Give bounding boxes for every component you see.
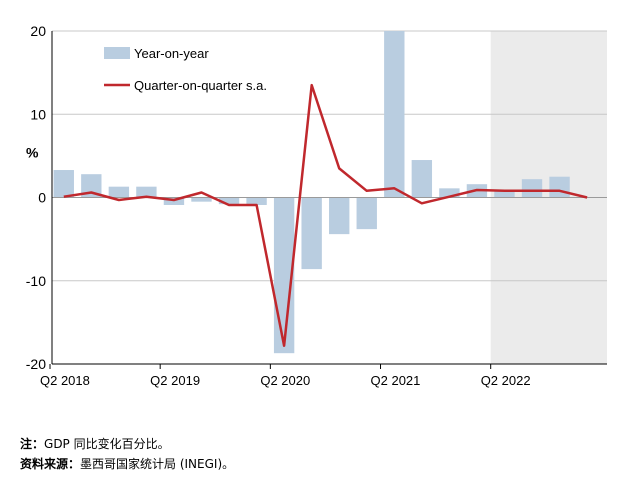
footnote-source-text: 墨西哥国家统计局 (INEGI)。	[80, 457, 235, 471]
bar-year-on-year	[246, 197, 267, 205]
legend-swatch-year-on-year	[104, 47, 130, 59]
y-tick-label: -10	[26, 273, 46, 289]
legend-label-quarter-on-quarter: Quarter-on-quarter s.a.	[134, 78, 267, 93]
bar-year-on-year	[384, 31, 405, 198]
bar-year-on-year	[411, 160, 433, 198]
line-quarter-on-quarter	[63, 83, 588, 347]
bar-year-on-year	[53, 170, 74, 198]
bar-year-on-year	[191, 197, 212, 202]
footnote-source: 资料来源：墨西哥国家统计局 (INEGI)。	[20, 456, 234, 472]
y-axis-unit: %	[26, 145, 39, 161]
bar-year-on-year	[356, 197, 377, 230]
bar-year-on-year	[521, 179, 543, 198]
footnote-note-text: GDP 同比变化百分比。	[44, 437, 170, 451]
footnote-note: 注：GDP 同比变化百分比。	[20, 436, 170, 452]
bar-year-on-year	[494, 190, 515, 198]
bar-year-on-year	[108, 186, 130, 198]
footnote-source-label: 资料来源：	[20, 457, 81, 471]
x-tick-label: Q2 2022	[481, 373, 531, 388]
bar-year-on-year	[329, 197, 350, 235]
bar-year-on-year	[81, 174, 102, 198]
bar-year-on-year	[218, 197, 240, 205]
bar-year-on-year	[439, 188, 460, 198]
bar-year-on-year	[136, 186, 157, 198]
x-tick-label: Q2 2020	[260, 373, 310, 388]
x-tick-label: Q2 2021	[371, 373, 421, 388]
bar-year-on-year	[549, 176, 570, 198]
y-tick-label: 0	[38, 190, 46, 206]
footnote-note-label: 注：	[20, 437, 45, 451]
legend-label-year-on-year: Year-on-year	[134, 46, 209, 61]
y-tick-label: -20	[26, 356, 46, 372]
y-tick-label: 20	[30, 23, 46, 39]
x-tick-label: Q2 2018	[40, 373, 90, 388]
chart-canvas: -20 -10 0 10 20% Q2 2018 Q2 2019 Q2 2020 Q2 2021…	[26, 23, 607, 388]
y-tick-label: 10	[30, 106, 46, 122]
bar-year-on-year	[301, 197, 322, 270]
x-tick-label: Q2 2019	[150, 373, 200, 388]
